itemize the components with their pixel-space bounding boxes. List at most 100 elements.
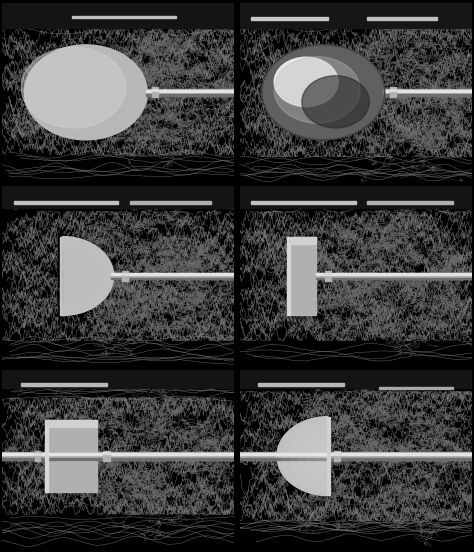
Point [80,98,88,107]
Point [94,84,102,93]
Point [66,76,73,84]
Point [51,88,58,97]
Point [55,82,62,91]
Point [28,82,36,91]
Point [94,54,102,63]
Bar [146,89,246,92]
Point [59,94,66,103]
Point [80,110,88,119]
Point [33,97,40,106]
Point [97,117,105,126]
Point [34,62,41,71]
Point [65,123,73,132]
Point [65,52,73,61]
Point [29,78,36,87]
Point [64,84,71,93]
Point [90,131,98,140]
Point [112,114,120,123]
Point [112,79,120,88]
Point [104,67,112,76]
Point [80,91,87,99]
Bar [228,458,474,460]
Point [30,88,38,97]
Point [70,70,77,78]
Text: (d): (d) [249,192,272,206]
Point [38,119,46,128]
Point [42,73,49,82]
Point [115,55,122,64]
Point [102,78,110,87]
Point [56,91,64,100]
Point [40,109,48,118]
Point [107,60,114,68]
Point [119,103,127,112]
Point [65,109,73,118]
Point [61,119,68,128]
Point [40,60,48,68]
Point [77,52,85,61]
Point [78,66,86,75]
Point [73,48,80,57]
Point [52,59,60,67]
Point [28,82,36,91]
Point [51,102,58,110]
Point [84,127,92,136]
Point [33,76,41,84]
Bar [383,89,474,92]
Point [118,66,126,75]
Bar [122,271,128,281]
Point [111,91,119,100]
Point [108,96,116,105]
Point [78,106,86,115]
Point [49,54,56,62]
Point [42,106,49,115]
Point [100,86,108,94]
Bar [316,273,474,275]
Point [101,51,109,60]
Point [100,98,107,107]
Point [58,114,66,123]
Point [55,59,63,67]
Point [64,48,72,57]
Point [118,121,126,130]
Point [43,119,50,128]
Point [91,123,98,131]
Point [80,101,88,110]
Point [61,62,69,71]
Point [132,108,140,116]
Point [42,74,50,83]
Point [48,91,55,99]
Point [62,124,69,132]
Bar [111,273,246,275]
Point [118,84,125,93]
Point [80,71,87,80]
Bar [287,237,290,315]
Point [114,53,121,62]
Point [66,69,74,78]
Point [64,76,71,84]
Point [119,120,127,129]
Point [129,67,137,76]
Point [105,52,112,61]
Point [80,52,87,61]
Point [114,105,122,114]
Point [64,62,72,71]
Polygon shape [323,452,328,460]
Point [120,75,128,83]
Point [115,56,122,65]
Point [120,120,128,129]
Point [63,55,70,63]
Point [89,108,96,117]
Point [58,53,65,62]
Point [118,113,126,122]
Point [42,97,50,106]
Circle shape [24,45,147,140]
Point [86,67,93,76]
Point [89,126,97,135]
Point [63,122,71,131]
Point [49,56,57,65]
Point [67,97,75,106]
Point [85,112,92,120]
Point [60,54,68,62]
Point [64,60,71,69]
